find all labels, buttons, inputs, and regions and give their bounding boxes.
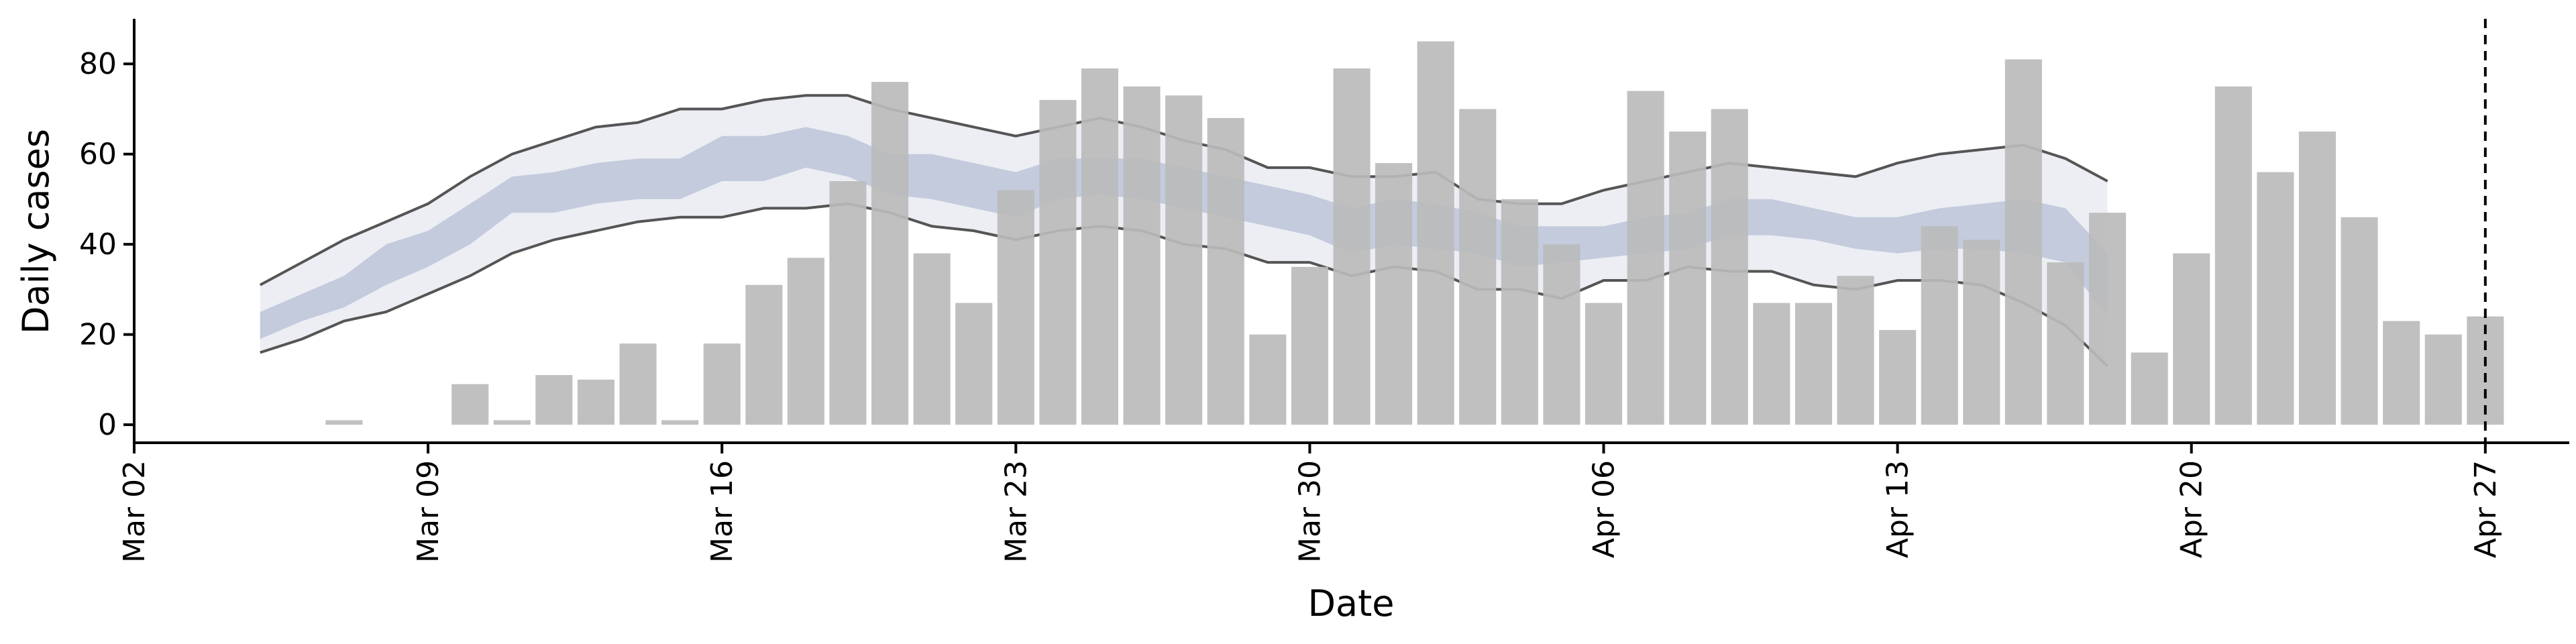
- bar: [829, 181, 867, 425]
- bar: [1165, 95, 1203, 425]
- bar: [1249, 334, 1287, 425]
- bar: [1627, 91, 1664, 425]
- x-tick-label: Mar 09: [411, 460, 445, 563]
- bar: [2424, 334, 2462, 425]
- bar: [2341, 217, 2378, 425]
- bar: [913, 253, 951, 425]
- bar: [2047, 262, 2084, 425]
- bar: [1837, 276, 1874, 425]
- bar: [619, 343, 657, 425]
- bar: [1711, 109, 1748, 425]
- bar: [1585, 303, 1623, 425]
- bar: [745, 284, 783, 425]
- x-tick-label: Apr 20: [2175, 460, 2209, 558]
- bar: [871, 82, 909, 425]
- bar: [2131, 352, 2168, 425]
- inner-band: [260, 127, 2108, 339]
- y-tick-label: 40: [79, 227, 117, 262]
- y-tick-label: 80: [79, 47, 117, 81]
- bar: [2004, 59, 2042, 425]
- x-tick-label: Mar 30: [1293, 460, 1327, 563]
- bar: [1417, 41, 1454, 425]
- bar: [1333, 68, 1371, 425]
- bar: [1039, 100, 1077, 425]
- x-tick-label: Mar 16: [705, 460, 739, 563]
- x-tick-label: Mar 23: [999, 460, 1033, 563]
- bar: [2383, 321, 2420, 425]
- daily-cases-bars: [325, 41, 2504, 425]
- bar: [1669, 131, 1707, 425]
- bar: [1501, 199, 1538, 425]
- bar: [325, 420, 363, 425]
- x-tick-label: Apr 27: [2469, 460, 2503, 558]
- bar: [1921, 226, 1958, 425]
- bar: [493, 420, 531, 425]
- bar: [703, 343, 741, 425]
- bar: [2257, 172, 2294, 425]
- x-tick-label: Mar 02: [117, 460, 152, 563]
- bar: [2298, 131, 2336, 425]
- bar: [1753, 303, 1790, 425]
- bar: [1543, 244, 1580, 425]
- y-tick-label: 0: [98, 408, 117, 442]
- x-tick-label: Apr 06: [1587, 460, 1621, 558]
- bar: [2173, 253, 2210, 425]
- bar: [451, 384, 489, 425]
- y-tick-label: 60: [79, 138, 117, 172]
- y-axis-label: Daily cases: [15, 129, 57, 334]
- x-tick-label: Apr 13: [1881, 460, 1915, 558]
- bar: [1879, 329, 1917, 425]
- bar: [661, 420, 699, 425]
- axes: 0 20 40 60 80 Mar 02 Mar 09 Mar 16 Mar 23 Mar 30 A…: [79, 19, 2569, 563]
- y-tick-label: 20: [79, 318, 117, 352]
- bar: [1375, 163, 1413, 425]
- bar: [1794, 303, 1832, 425]
- bar: [2089, 213, 2127, 425]
- bar: [997, 190, 1034, 425]
- bar: [1207, 117, 1244, 425]
- bar: [2214, 86, 2252, 425]
- bar: [787, 258, 824, 425]
- bar: [535, 375, 573, 425]
- bar: [1291, 266, 1328, 425]
- bar: [955, 303, 993, 425]
- bar: [577, 379, 614, 425]
- bar: [1459, 109, 1497, 425]
- bar: [1963, 239, 2000, 425]
- x-axis-label: Date: [1307, 582, 1394, 625]
- bar: [1081, 68, 1118, 425]
- bar: [1123, 86, 1161, 425]
